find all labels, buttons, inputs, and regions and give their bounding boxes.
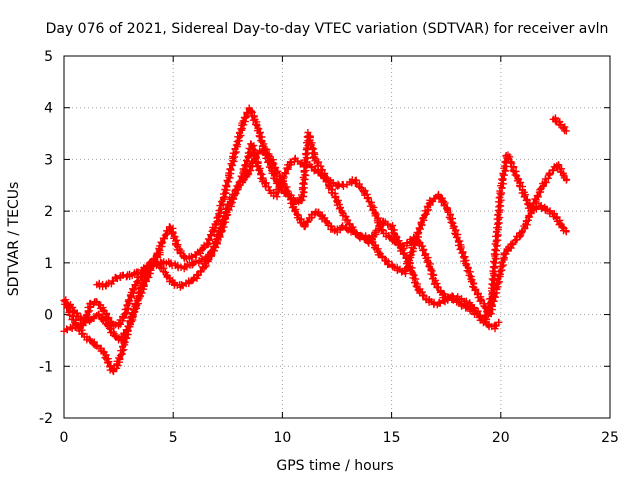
plus-markers-track-d <box>93 249 164 291</box>
data-series <box>60 104 571 376</box>
x-axis-label: GPS time / hours <box>276 458 393 474</box>
x-tick-label: 10 <box>273 430 291 446</box>
x-tick-label: 0 <box>60 430 69 446</box>
y-tick-label: 4 <box>44 101 53 117</box>
x-tick-label: 5 <box>169 430 178 446</box>
x-tick-label: 15 <box>383 430 401 446</box>
y-tick-label: 2 <box>44 204 53 220</box>
plus-markers-track-c <box>60 140 503 376</box>
x-tick-label: 25 <box>601 430 619 446</box>
plot-frame <box>63 55 611 419</box>
grid-layer <box>64 56 610 418</box>
plus-markers-track-e <box>549 114 570 135</box>
series-track-d <box>93 249 164 291</box>
y-tick-label: -2 <box>39 411 53 427</box>
y-tick-label: 0 <box>44 308 53 324</box>
y-tick-label: -1 <box>39 359 53 375</box>
y-tick-label: 5 <box>44 49 53 65</box>
y-tick-label: 3 <box>44 152 53 168</box>
y-tick-label: 1 <box>44 256 53 272</box>
axis-ticks: 0 5 10 15 20 25 -2 -1 0 1 2 3 4 5 <box>39 49 619 446</box>
x-tick-label: 20 <box>492 430 510 446</box>
chart-title: Day 076 of 2021, Sidereal Day-to-day VTE… <box>46 21 609 37</box>
series-track-c <box>60 140 503 376</box>
series-track-e <box>549 114 570 135</box>
y-axis-label: SDTVAR / TECUs <box>6 182 22 297</box>
